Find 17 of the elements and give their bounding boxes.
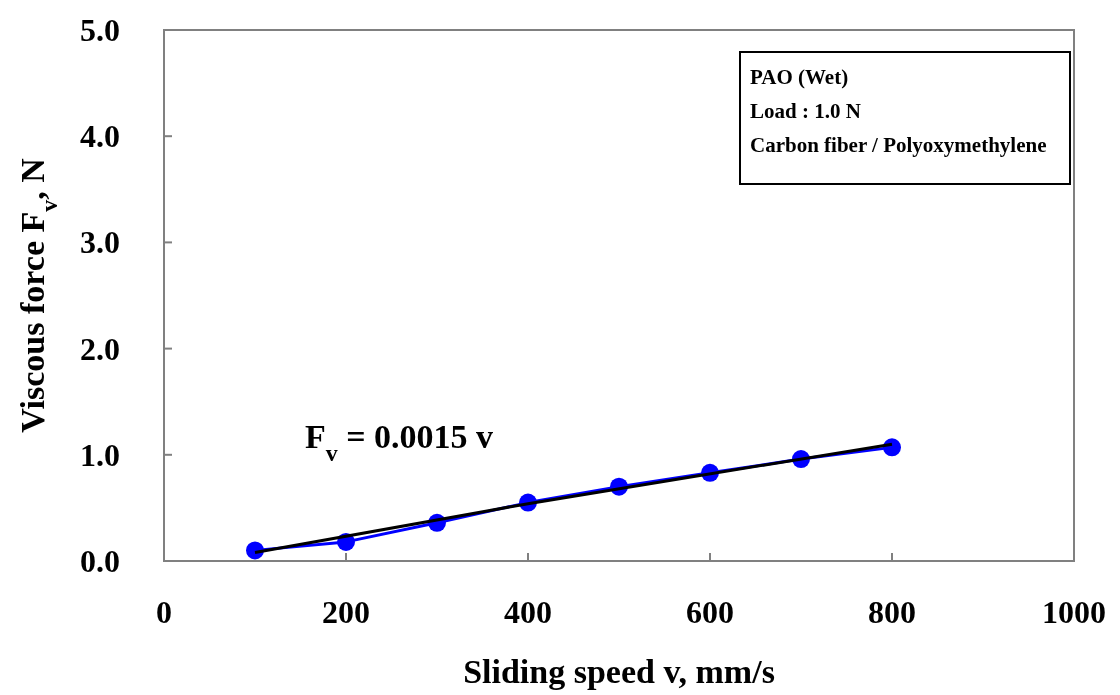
y-tick-label: 1.0 [80, 436, 120, 473]
x-tick-label: 1000 [1042, 594, 1106, 630]
annotation: Load : 1.0 N [750, 99, 861, 123]
y-tick-label: 0.0 [80, 543, 120, 579]
x-tick-label: 0 [156, 594, 172, 630]
x-axis-title: Sliding speed v, mm/s [463, 653, 775, 690]
y-tick-label: 2.0 [80, 330, 120, 367]
y-tick-label: 3.0 [80, 224, 120, 261]
x-tick-label: 800 [868, 594, 916, 630]
annotation: PAO (Wet) [750, 65, 849, 89]
x-tick-label: 400 [504, 594, 552, 630]
y-tick-label: 4.0 [80, 118, 120, 155]
x-tick-label: 200 [322, 594, 370, 630]
annotation: F$_{v}$ = 0.0015 v [305, 418, 494, 466]
x-tick-label: 600 [686, 594, 734, 630]
annotation: Carbon fiber / Polyoxymethylene [750, 133, 1047, 157]
y-tick-label: 5.0 [80, 12, 120, 48]
